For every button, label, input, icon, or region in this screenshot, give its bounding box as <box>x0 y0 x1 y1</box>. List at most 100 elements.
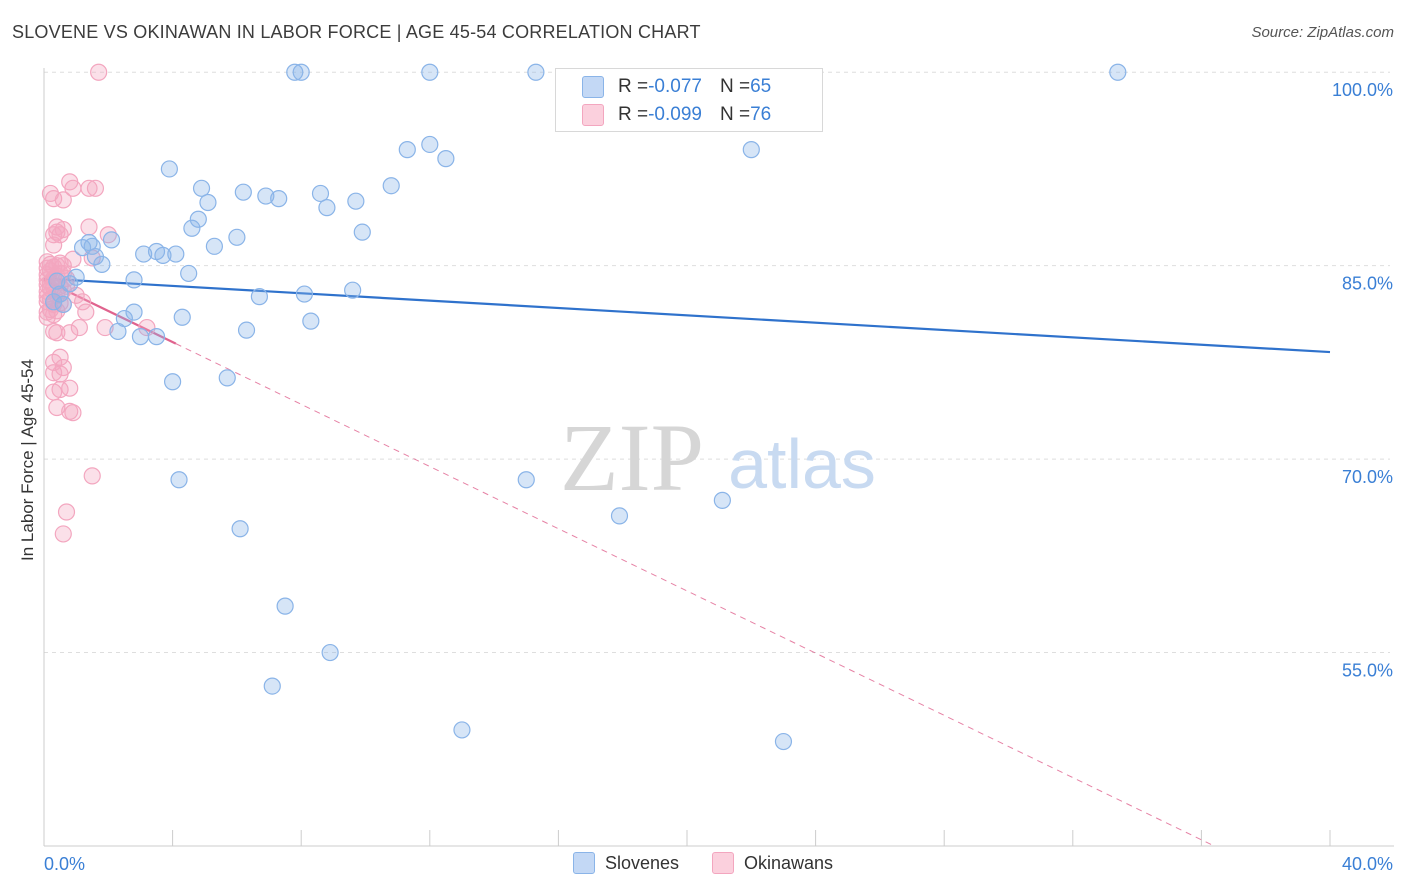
slovenes-point <box>742 141 760 159</box>
slovenes-legend-label: Slovenes <box>604 852 679 873</box>
slovenes-point <box>180 264 198 283</box>
slovenes-point <box>154 246 172 264</box>
slovenes-point <box>517 471 535 489</box>
series-legend: Slovenes Okinawans <box>0 852 1406 879</box>
slovenes-point <box>437 150 455 168</box>
trend-lines <box>43 277 1331 847</box>
r-value: -0.077 <box>648 76 702 97</box>
watermark-atlas: atlas <box>728 425 876 503</box>
legend-item-okinawans[interactable]: Okinawans <box>712 852 833 874</box>
slovenes-trend-line <box>43 277 1331 354</box>
r-label: R = <box>618 76 649 97</box>
slovenes-point <box>311 184 330 203</box>
slovenes-point <box>54 295 72 313</box>
okinawans-point <box>54 525 72 543</box>
okinawans-swatch <box>582 104 604 126</box>
correlation-legend: R = -0.077 N = 65 R = -0.099 N = 76 <box>555 68 823 132</box>
okinawans-point <box>45 236 63 254</box>
slovenes-point <box>286 63 304 81</box>
x-tick-label-max: 40.0% <box>1342 854 1393 874</box>
legend-row-slovenes: R = -0.077 N = 65 <box>582 73 771 101</box>
okinawans-point <box>64 179 82 197</box>
okinawans-point <box>77 303 95 321</box>
slovenes-point <box>167 245 185 263</box>
okinawans-point <box>80 218 98 236</box>
okinawans-point <box>86 179 105 197</box>
okinawans-point <box>48 398 66 417</box>
watermark: ZIP atlas <box>560 404 876 511</box>
slovenes-point <box>257 187 275 205</box>
slovenes-point <box>237 321 256 339</box>
watermark-zip: ZIP <box>560 404 704 511</box>
okinawans-point <box>54 358 72 377</box>
okinawans-point <box>61 379 79 397</box>
legend-row-okinawans: R = -0.099 N = 76 <box>582 101 771 129</box>
slovenes-point <box>48 272 66 290</box>
okinawans-point <box>70 318 88 337</box>
slovenes-point <box>398 141 416 159</box>
okinawans-point <box>51 348 69 366</box>
y-tick-label: 85.0% <box>1342 274 1393 294</box>
okinawans-point <box>80 179 98 197</box>
slovenes-point <box>774 732 793 751</box>
slovenes-point <box>353 223 371 241</box>
y-tick-label: 70.0% <box>1342 467 1393 487</box>
slovenes-point <box>160 160 178 178</box>
slovenes-swatch <box>582 76 604 98</box>
slovenes-point <box>344 281 362 299</box>
slovenes-point <box>292 63 310 81</box>
okinawans-point <box>48 324 66 342</box>
slovenes-point <box>527 63 545 81</box>
slovenes-point <box>83 237 101 255</box>
slovenes-point <box>170 471 188 489</box>
slovenes-point <box>234 183 252 201</box>
okinawans-point <box>83 467 101 485</box>
slovenes-point <box>228 228 246 246</box>
slovenes-point <box>270 190 288 208</box>
okinawans-legend-label: Okinawans <box>744 852 834 873</box>
y-tick-label: 100.0% <box>1332 80 1393 100</box>
n-label: N = <box>719 104 751 125</box>
n-value: 65 <box>750 76 772 97</box>
slovenes-point <box>67 268 85 286</box>
slovenes-point <box>610 507 629 525</box>
okinawans-trend-extrapolation <box>175 343 1215 847</box>
slovenes-point <box>102 231 121 249</box>
okinawans-point <box>57 503 76 521</box>
slovenes-point <box>192 179 211 197</box>
okinawans-point <box>54 191 72 209</box>
slovenes-point <box>164 373 182 391</box>
source-credit: Source: ZipAtlas.com <box>1251 24 1394 41</box>
slovenes-point <box>205 237 223 255</box>
okinawans-point <box>99 226 117 244</box>
okinawans-point <box>51 226 69 244</box>
slovenes-point <box>231 520 249 538</box>
slovenes-point <box>189 210 207 228</box>
slovenes-point <box>382 177 400 195</box>
slovenes-point <box>302 312 320 330</box>
r-label: R = <box>618 104 649 125</box>
slovenes-point <box>125 271 143 289</box>
n-label: N = <box>719 76 751 97</box>
slovenes-point <box>421 135 439 154</box>
okinawans-point <box>54 220 72 239</box>
slovenes-point <box>250 288 269 306</box>
slovenes-point <box>93 255 111 273</box>
slovenes-legend-swatch <box>572 852 595 874</box>
okinawans-point <box>64 404 82 422</box>
slovenes-point <box>1109 63 1127 81</box>
okinawans-legend-swatch <box>712 852 735 874</box>
slovenes-point <box>421 63 439 81</box>
slovenes-point <box>295 285 314 303</box>
slovenes-point <box>147 328 166 346</box>
slovenes-point <box>183 219 201 237</box>
legend-item-slovenes[interactable]: Slovenes <box>572 852 679 874</box>
slovenes-points <box>45 63 1127 751</box>
slovenes-point <box>276 597 294 615</box>
okinawans-point <box>73 293 92 311</box>
slovenes-point <box>713 491 731 509</box>
okinawans-point <box>96 318 114 337</box>
slovenes-point <box>318 199 336 217</box>
slovenes-point <box>131 328 150 346</box>
x-tick-label-min: 0.0% <box>44 854 85 874</box>
